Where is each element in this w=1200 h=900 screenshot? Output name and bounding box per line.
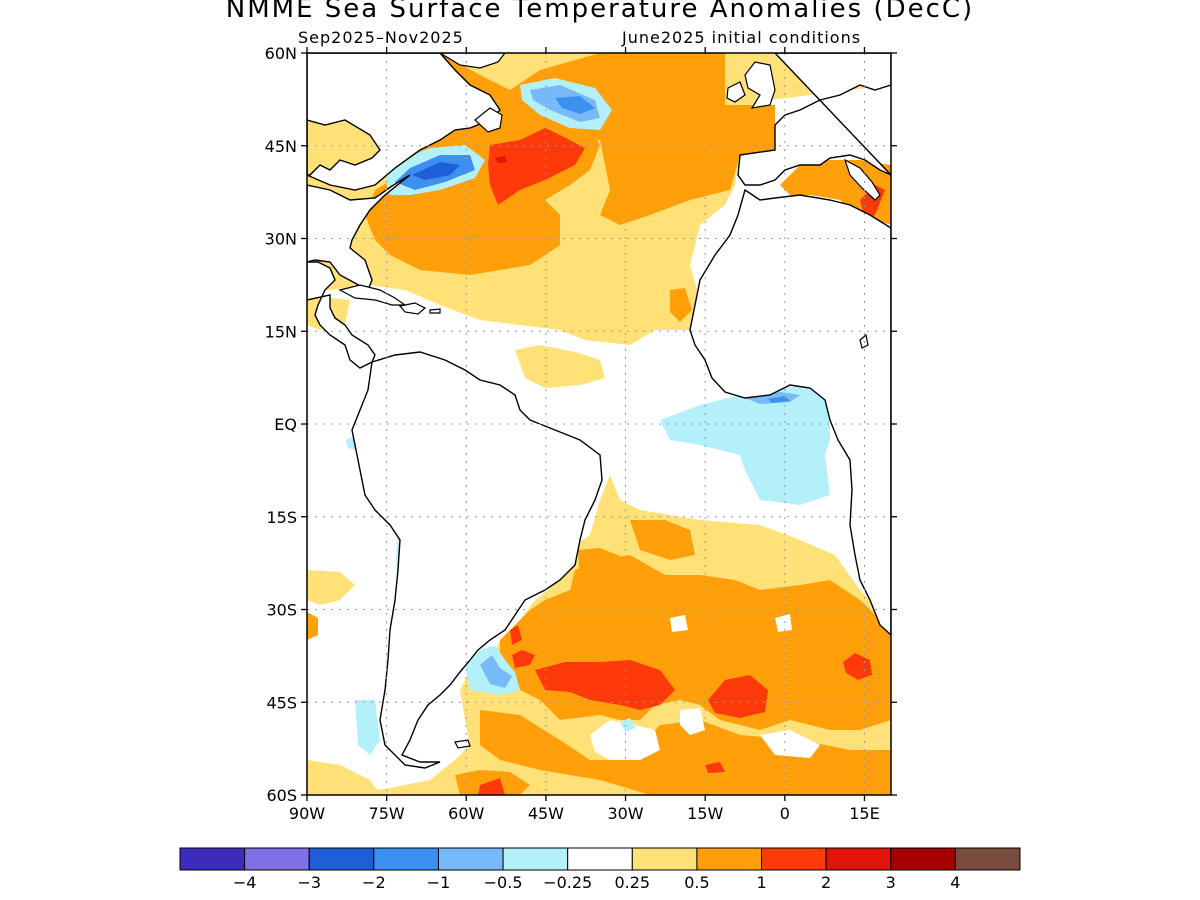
- colorbar-label: 2: [821, 873, 831, 892]
- lat-label: EQ: [274, 415, 297, 434]
- colorbar-label: 3: [886, 873, 896, 892]
- anomaly-region-sa-red-4: [512, 650, 535, 668]
- colorbar-labels: −4 −3 −2 −1 −0.5 −0.25 0.25 0.5 1 2 3 4: [233, 873, 961, 892]
- anomaly-region-sa-neutral-3: [775, 614, 792, 632]
- land-hispaniola: [398, 302, 427, 315]
- anomaly-region-labrador-cold3: [555, 96, 595, 114]
- colorbar-swatch: [890, 847, 956, 871]
- land-greenland: [438, 53, 506, 69]
- land-africa: [689, 188, 891, 636]
- anomaly-region-sa-orange-south: [480, 710, 891, 795]
- lat-label: 45N: [265, 137, 297, 156]
- colorbar-label: −0.25: [543, 873, 592, 892]
- anomaly-region-sa-orange-patch: [630, 520, 695, 560]
- colorbar-label: −4: [233, 873, 257, 892]
- anomaly-region-gulfmaine-cold3: [412, 162, 460, 180]
- anomaly-region-gulf-guinea-cold: [660, 385, 830, 505]
- lat-label: 15S: [266, 508, 297, 527]
- anomaly-region-pacific-south-yellow2: [307, 760, 380, 795]
- colorbar-swatch: [954, 847, 1021, 871]
- land-puerto-rico: [429, 308, 441, 314]
- lat-label: 30N: [265, 230, 297, 249]
- colorbar-label: 0.25: [614, 873, 650, 892]
- lon-label: 0: [780, 804, 790, 823]
- land-us-eastcoast: [307, 174, 411, 291]
- anomaly-region-canary-orange: [670, 288, 692, 322]
- land-newfoundland: [474, 107, 503, 133]
- colorbar-label: 0.5: [684, 873, 709, 892]
- anomaly-region-sa-neutral-1: [590, 720, 660, 760]
- colorbar-swatch: [437, 847, 504, 871]
- land-europe: [737, 53, 891, 186]
- land-mexico-central-america: [307, 261, 376, 369]
- land-britain: [744, 61, 776, 109]
- lon-label: 60W: [448, 804, 484, 823]
- colorbar-swatch: [179, 847, 246, 871]
- colorbar-swatch: [631, 847, 698, 871]
- lat-label: 30S: [266, 601, 297, 620]
- lon-label: 15E: [849, 804, 879, 823]
- lon-label: 30W: [607, 804, 643, 823]
- forecast-period: Sep2025–Nov2025: [298, 28, 464, 47]
- initial-conditions: June2025 initial conditions: [622, 28, 862, 47]
- lat-label: 15N: [265, 322, 297, 341]
- colorbar-swatch: [308, 847, 375, 871]
- latitude-axis: 60N 45N 30N 15N EQ 15S 30S 45S 60S: [265, 44, 297, 805]
- anomaly-region-na-darkred-spot: [495, 156, 507, 163]
- anomaly-region-sa-red-3: [843, 653, 872, 680]
- anomaly-region-sa-cold-spot: [620, 718, 636, 732]
- lon-label: 15W: [687, 804, 723, 823]
- land-south-america: [351, 351, 603, 769]
- anomaly-region-sa-neutral-5: [760, 730, 820, 758]
- colorbar-label: −1: [427, 873, 451, 892]
- anomaly-region-sa-orange-west: [578, 548, 640, 600]
- lon-label: 75W: [369, 804, 405, 823]
- anomaly-region-na-red: [488, 128, 585, 205]
- map-area: [307, 53, 891, 795]
- colorbar-swatch: [502, 847, 569, 871]
- colorbar-label: −3: [297, 873, 321, 892]
- map-title: NMME Sea Surface Temperature Anomalies (…: [225, 0, 975, 24]
- colorbar-label: −0.5: [484, 873, 523, 892]
- colorbar: [179, 847, 1021, 871]
- anomaly-region-sa-red-5: [510, 625, 522, 645]
- lon-label: 45W: [528, 804, 564, 823]
- colorbar-label: 4: [950, 873, 960, 892]
- colorbar-swatch: [373, 847, 439, 871]
- anomaly-region-malvinas-cold2: [480, 655, 512, 688]
- anomaly-region-chile-cold3: [355, 700, 380, 755]
- longitude-axis: 90W 75W 60W 45W 30W 15W 0 15E: [289, 804, 880, 823]
- colorbar-swatch: [567, 847, 633, 871]
- colorbar-label: −2: [362, 873, 386, 892]
- lat-label: 60S: [266, 786, 297, 805]
- lat-label: 60N: [265, 44, 297, 63]
- anomaly-region-sa-red-1: [535, 660, 675, 710]
- anomaly-region-pacific-south-yellow: [307, 570, 355, 605]
- anomaly-region-sa-red-6: [705, 762, 725, 773]
- anomaly-region-sa-red-2: [708, 675, 768, 718]
- lat-label: 45S: [266, 693, 297, 712]
- anomaly-region-tropical-yellow: [515, 345, 605, 388]
- land-falklands: [454, 739, 471, 749]
- anomaly-region-sa-red-7: [478, 778, 505, 795]
- colorbar-swatch: [244, 847, 310, 871]
- colorbar-swatch: [825, 847, 892, 871]
- map-gridlines: [307, 53, 891, 795]
- anomaly-region-sa-neutral-4: [670, 615, 688, 632]
- axis-tick-marks: [301, 47, 897, 801]
- lon-label: 90W: [289, 804, 325, 823]
- anomaly-region-sa-neutral-2: [680, 708, 705, 735]
- land-italy: [843, 158, 881, 201]
- colorbar-label: 1: [756, 873, 766, 892]
- colorbar-swatch: [761, 847, 827, 871]
- anomaly-region-pacific-south-orange: [307, 612, 318, 640]
- land-north-america: [307, 53, 501, 191]
- colorbar-swatch: [696, 847, 763, 871]
- land-ireland: [726, 81, 746, 103]
